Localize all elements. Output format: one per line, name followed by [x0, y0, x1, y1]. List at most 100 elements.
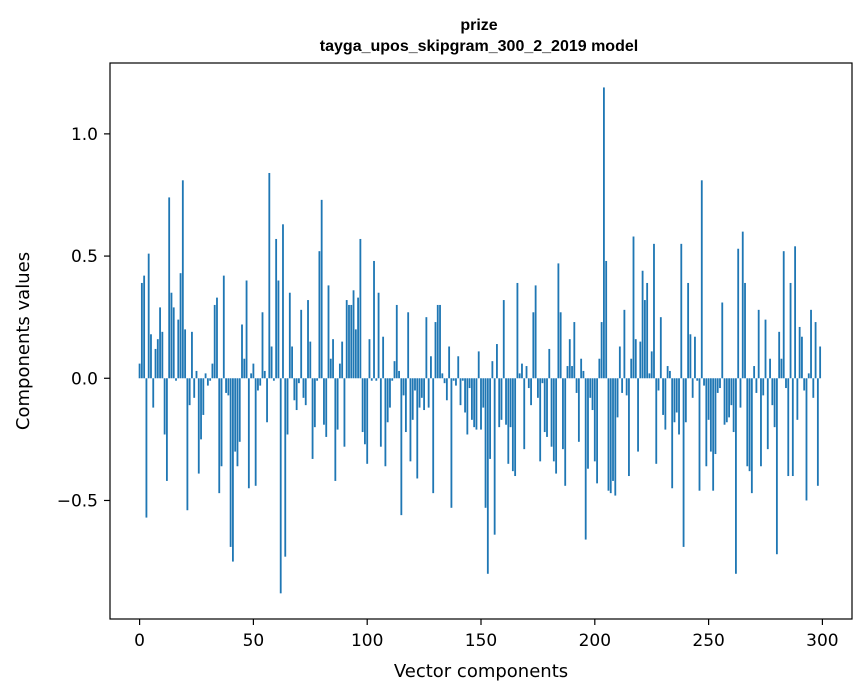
bar — [188, 378, 191, 406]
bar — [643, 300, 646, 379]
bar — [293, 378, 296, 401]
bar — [728, 378, 730, 418]
bar — [209, 378, 212, 381]
bar — [669, 370, 671, 379]
bar — [698, 378, 701, 491]
bar — [532, 312, 535, 379]
bar — [473, 378, 476, 428]
bar — [427, 378, 430, 408]
x-tick-label: 150 — [465, 631, 497, 651]
bar — [338, 363, 341, 379]
bar — [605, 260, 608, 379]
bar — [507, 378, 510, 464]
bar — [816, 378, 819, 486]
bar — [559, 312, 562, 379]
bar — [719, 378, 721, 389]
bar — [557, 263, 560, 379]
bar — [637, 378, 639, 452]
bar — [143, 275, 146, 379]
bar — [700, 180, 703, 379]
bar — [402, 378, 405, 396]
bar — [566, 366, 569, 379]
bar — [175, 378, 177, 381]
bar — [461, 378, 464, 381]
bar — [662, 378, 664, 415]
bar — [496, 344, 498, 379]
bar — [159, 307, 161, 379]
bar — [486, 378, 489, 574]
bar — [577, 378, 580, 442]
bar — [225, 378, 227, 393]
bar — [514, 378, 517, 477]
bar — [596, 378, 598, 484]
bar — [571, 366, 573, 379]
bar — [807, 373, 810, 379]
bar — [459, 378, 462, 406]
bar — [250, 373, 253, 379]
bar — [320, 199, 323, 379]
bar — [350, 304, 353, 379]
bar — [691, 378, 694, 398]
y-tick-label: 0.5 — [71, 247, 98, 267]
bar — [222, 275, 225, 379]
bar — [213, 304, 216, 379]
bar — [721, 302, 724, 379]
y-axis: −0.5 0.0 0.5 1.0 — [57, 125, 110, 511]
bar — [682, 378, 685, 547]
bar — [730, 378, 733, 406]
x-tick-label: 250 — [692, 631, 724, 651]
bar — [603, 87, 605, 379]
bar — [584, 378, 587, 540]
bar — [161, 331, 164, 379]
bar — [398, 370, 400, 379]
bar — [741, 231, 744, 379]
bar — [646, 282, 649, 379]
bar — [430, 356, 432, 379]
bar — [423, 378, 426, 411]
bar — [284, 378, 287, 557]
bar — [810, 309, 812, 379]
x-axis-label: Vector components — [394, 661, 568, 682]
bar — [232, 378, 234, 562]
bar — [448, 346, 451, 379]
bar — [234, 378, 237, 452]
bar — [573, 322, 576, 379]
bar — [641, 270, 644, 379]
bar — [241, 324, 243, 379]
bar — [434, 322, 437, 379]
bar — [452, 378, 455, 381]
bar — [543, 378, 546, 433]
bar — [593, 378, 596, 462]
bar — [195, 370, 198, 379]
bar — [184, 329, 187, 379]
bar — [785, 378, 787, 389]
bar — [780, 358, 783, 379]
bar — [480, 378, 482, 430]
bar — [263, 370, 266, 379]
bar — [181, 180, 184, 379]
bar — [254, 378, 257, 486]
bar — [420, 378, 423, 398]
bar — [775, 378, 778, 555]
bar — [732, 378, 735, 433]
bar — [705, 378, 708, 467]
bar — [536, 378, 539, 398]
bar — [789, 282, 792, 379]
bar — [527, 378, 530, 389]
bar — [261, 312, 264, 379]
bar — [591, 378, 594, 411]
bar — [516, 282, 519, 379]
bar — [357, 297, 359, 379]
bar — [509, 378, 512, 428]
bar — [400, 378, 403, 516]
bar — [140, 282, 143, 379]
bar — [318, 251, 321, 379]
bar — [404, 378, 407, 433]
bar — [523, 378, 526, 450]
bar — [778, 331, 781, 379]
bar — [170, 292, 173, 379]
bar — [179, 273, 182, 379]
bar — [243, 358, 246, 379]
